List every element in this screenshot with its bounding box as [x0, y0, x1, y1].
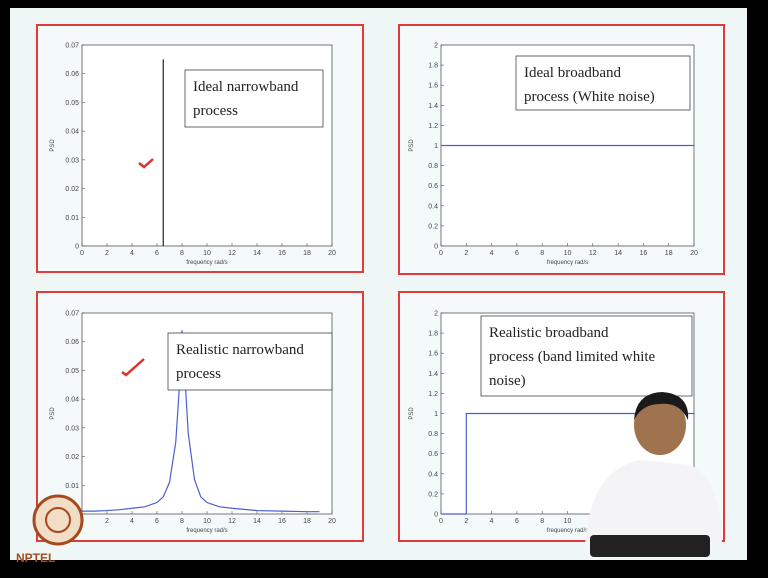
x-tick-label: 12 — [589, 250, 597, 257]
y-tick-label: 0.2 — [428, 491, 438, 498]
x-tick-label: 0 — [80, 250, 84, 257]
x-tick-label: 2 — [464, 518, 468, 525]
y-tick-label: 1.6 — [428, 83, 438, 90]
y-tick-label: 0.05 — [65, 100, 79, 107]
y-tick-label: 0.06 — [65, 71, 79, 78]
y-tick-label: 0.07 — [65, 311, 79, 318]
y-tick-label: 0.01 — [65, 483, 79, 490]
x-tick-label: 6 — [515, 250, 519, 257]
annotation-text: Realistic broadband — [489, 325, 609, 341]
y-tick-label: 0.03 — [65, 425, 79, 432]
annotation-text: process — [193, 103, 238, 119]
logo-text: NPTEL — [16, 551, 55, 565]
annotation-text: Ideal broadband — [524, 65, 622, 81]
y-tick-label: 0.8 — [428, 163, 438, 170]
x-axis-label: frequency rad/s — [186, 260, 227, 266]
x-tick-label: 6 — [155, 518, 159, 525]
x-tick-label: 12 — [228, 250, 236, 257]
x-tick-label: 2 — [105, 518, 109, 525]
y-tick-label: 1.6 — [428, 351, 438, 358]
x-tick-label: 4 — [130, 518, 134, 525]
page: {"chart_data": [ {"type": "line", "annot… — [0, 0, 768, 578]
y-tick-label: 2 — [434, 43, 438, 50]
x-tick-label: 20 — [690, 250, 698, 257]
y-tick-label: 0.04 — [65, 129, 79, 136]
x-tick-label: 4 — [130, 250, 134, 257]
x-tick-label: 18 — [665, 250, 673, 257]
annotation-text: process (band limited white — [489, 349, 656, 365]
x-tick-label: 16 — [278, 250, 286, 257]
annotation-text: process — [176, 366, 221, 382]
y-tick-label: 0.03 — [65, 157, 79, 164]
y-axis-label: PSD — [50, 139, 56, 152]
y-tick-label: 0.6 — [428, 451, 438, 458]
y-axis-label: PSD — [409, 139, 415, 152]
x-tick-label: 14 — [614, 250, 622, 257]
x-axis-label: frequency rad/s — [186, 528, 227, 534]
x-tick-label: 0 — [439, 518, 443, 525]
screen: 0246810121416182000.010.020.030.040.050.… — [0, 0, 768, 578]
x-tick-label: 18 — [303, 518, 311, 525]
x-tick-label: 10 — [564, 518, 572, 525]
x-tick-label: 6 — [515, 518, 519, 525]
y-tick-label: 0.8 — [428, 431, 438, 438]
y-tick-label: 1 — [434, 411, 438, 418]
annotation-text: noise) — [489, 373, 526, 389]
y-axis-label: PSD — [409, 407, 415, 420]
y-tick-label: 2 — [434, 311, 438, 318]
x-tick-label: 10 — [564, 250, 572, 257]
y-tick-label: 1.8 — [428, 331, 438, 338]
x-tick-label: 8 — [180, 518, 184, 525]
x-tick-label: 6 — [155, 250, 159, 257]
x-tick-label: 2 — [464, 250, 468, 257]
y-tick-label: 0 — [75, 244, 79, 251]
y-tick-label: 0.05 — [65, 368, 79, 375]
annotation-text: Realistic narrowband — [176, 342, 304, 358]
x-tick-label: 10 — [203, 250, 211, 257]
y-tick-label: 0.06 — [65, 339, 79, 346]
x-tick-label: 12 — [228, 518, 236, 525]
y-tick-label: 0 — [434, 512, 438, 519]
x-tick-label: 14 — [253, 250, 261, 257]
annotation-text: Ideal narrowband — [193, 79, 299, 95]
y-tick-label: 0.04 — [65, 397, 79, 404]
x-tick-label: 8 — [540, 250, 544, 257]
x-tick-label: 4 — [490, 250, 494, 257]
y-tick-label: 0.07 — [65, 43, 79, 50]
y-tick-label: 1.8 — [428, 63, 438, 70]
y-tick-label: 0 — [434, 244, 438, 251]
y-tick-label: 0.02 — [65, 454, 79, 461]
y-tick-label: 1.2 — [428, 123, 438, 130]
x-tick-label: 8 — [180, 250, 184, 257]
x-tick-label: 18 — [303, 250, 311, 257]
y-tick-label: 1 — [434, 143, 438, 150]
y-axis-label: PSD — [50, 407, 56, 420]
x-tick-label: 16 — [640, 250, 648, 257]
x-tick-label: 10 — [203, 518, 211, 525]
y-tick-label: 0.2 — [428, 223, 438, 230]
x-tick-label: 16 — [278, 518, 286, 525]
x-axis-label: frequency rad/s — [547, 260, 588, 266]
y-tick-label: 0.6 — [428, 183, 438, 190]
x-axis-label: frequency rad/s — [547, 528, 588, 534]
y-tick-label: 1.4 — [428, 371, 438, 378]
y-tick-label: 0.4 — [428, 471, 438, 478]
y-tick-label: 0.01 — [65, 215, 79, 222]
x-tick-label: 4 — [490, 518, 494, 525]
x-tick-label: 14 — [253, 518, 261, 525]
y-tick-label: 1.2 — [428, 391, 438, 398]
x-tick-label: 20 — [328, 518, 336, 525]
x-tick-label: 0 — [439, 250, 443, 257]
x-tick-label: 20 — [328, 250, 336, 257]
annotation-text: process (White noise) — [524, 89, 655, 105]
y-tick-label: 0.4 — [428, 203, 438, 210]
y-tick-label: 1.4 — [428, 103, 438, 110]
x-tick-label: 2 — [105, 250, 109, 257]
x-tick-label: 8 — [540, 518, 544, 525]
y-tick-label: 0.02 — [65, 186, 79, 193]
